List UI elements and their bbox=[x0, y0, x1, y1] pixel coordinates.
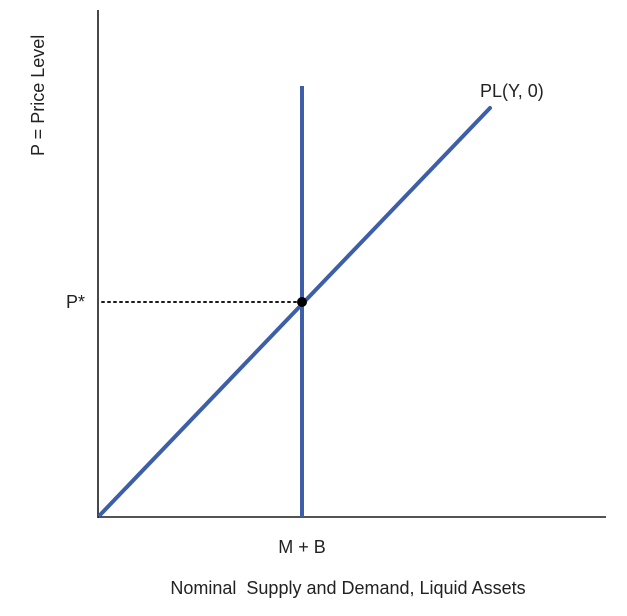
x-axis-label: Nominal Supply and Demand, Liquid Assets bbox=[170, 578, 525, 598]
demand-curve-label: PL(Y, 0) bbox=[480, 81, 544, 101]
p-star-label: P* bbox=[66, 292, 85, 312]
y-axis-label: P = Price Level bbox=[28, 35, 48, 156]
equilibrium-point bbox=[297, 297, 307, 307]
supply-line-label: M + B bbox=[278, 537, 326, 557]
demand-line-pl bbox=[98, 106, 492, 517]
